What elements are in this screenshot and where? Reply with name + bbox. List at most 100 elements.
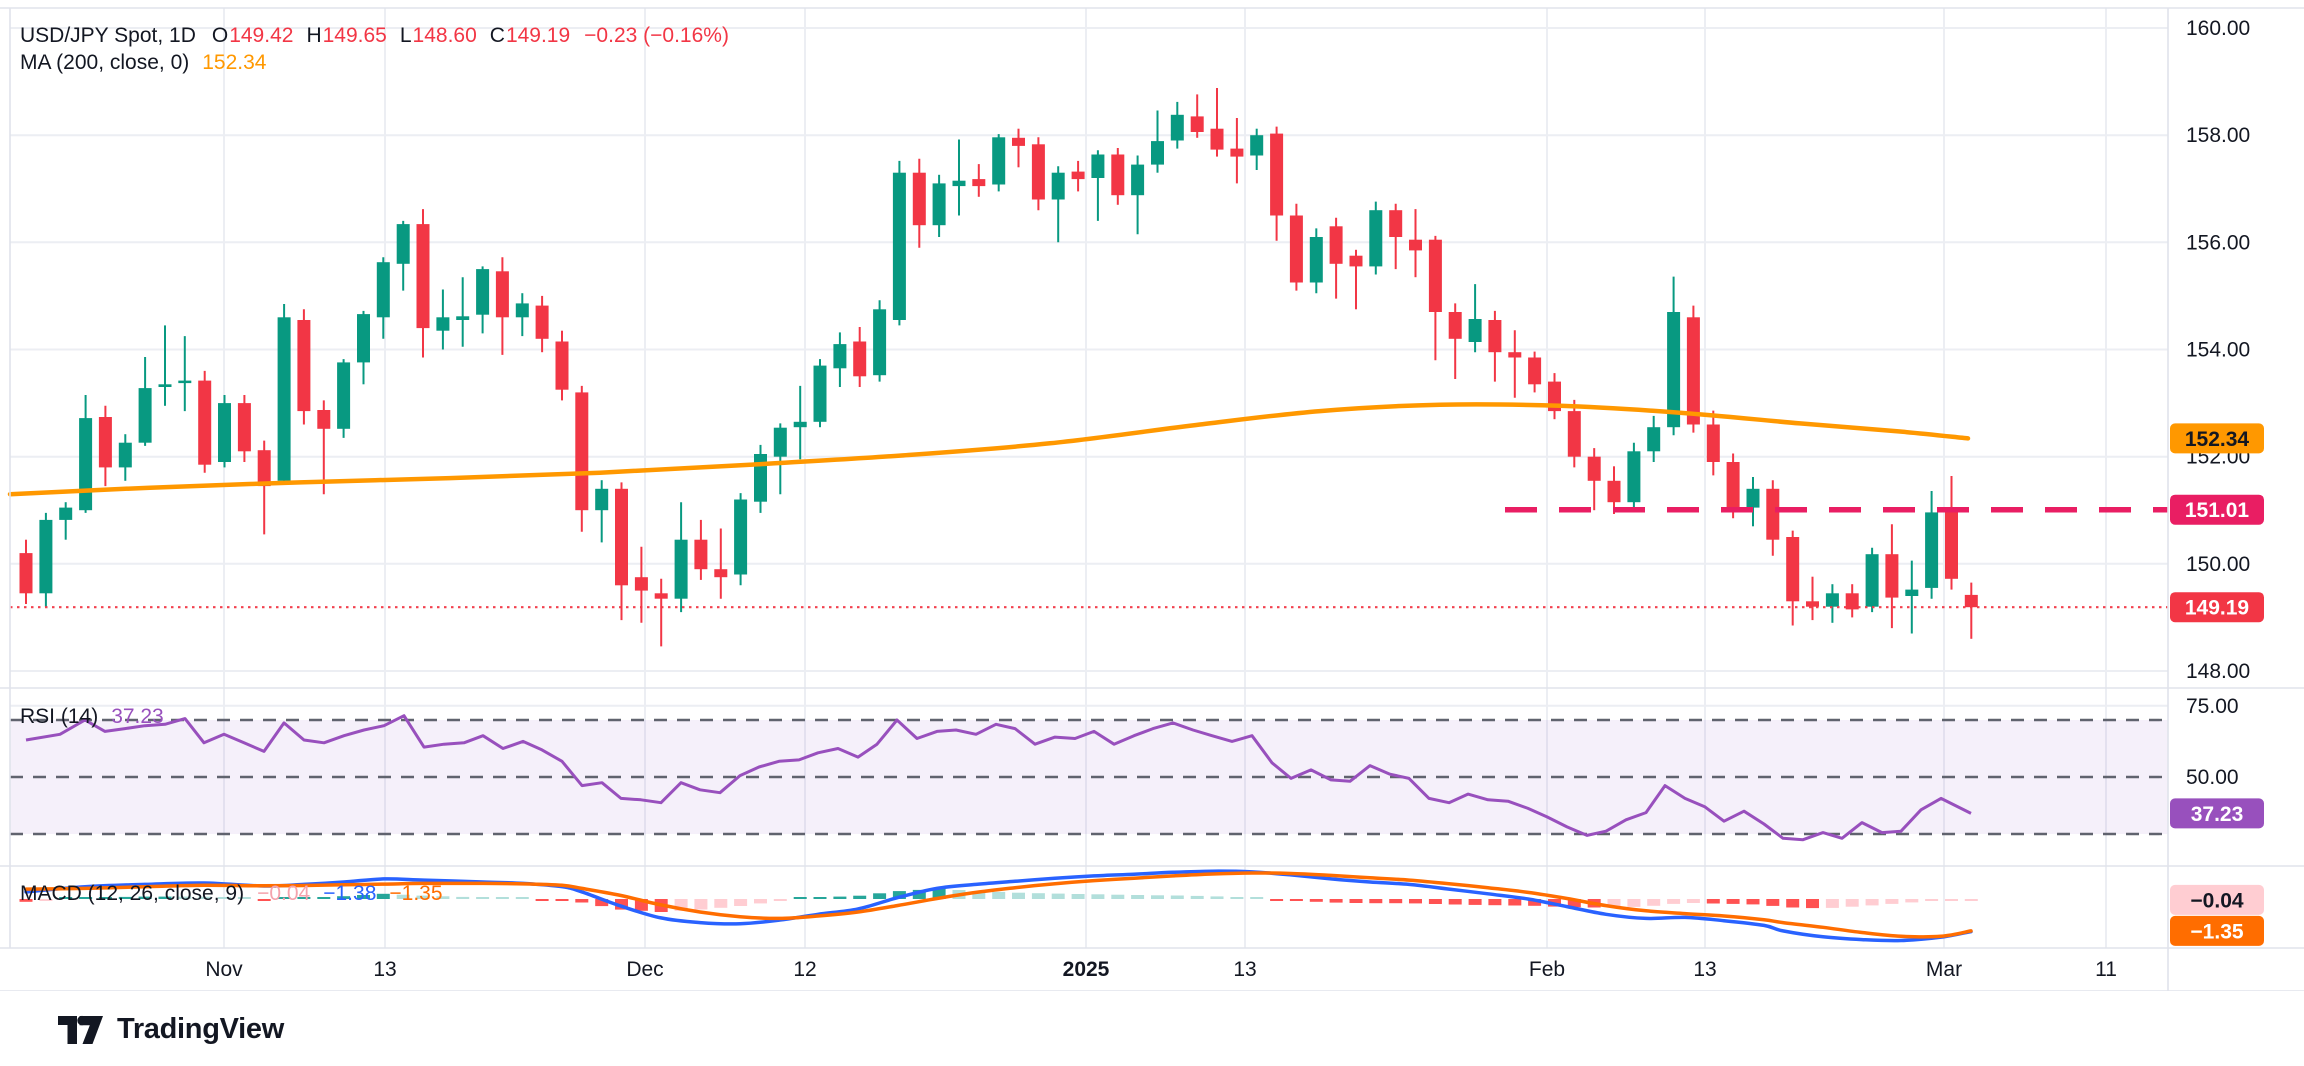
macd-hist-bar [615, 899, 628, 910]
candle-body [1945, 511, 1958, 579]
macd-hist-bar [59, 897, 73, 899]
macd-hist-bar [575, 899, 589, 903]
macd-hist-bar [1746, 899, 1760, 905]
rsi-pane [10, 718, 2168, 836]
macd-hist-bar [1845, 899, 1859, 907]
macd-hist-bar [1647, 899, 1661, 906]
time-tick-label: 13 [1693, 958, 1716, 981]
macd-hist-bar [1925, 899, 1939, 901]
macd-hist-bar [892, 891, 906, 899]
candle-body [1508, 352, 1522, 358]
rsi-tick-label: 75.00 [2186, 695, 2239, 718]
macd-hist-bar [734, 899, 748, 906]
candle-body [952, 180, 966, 187]
candle-body [495, 271, 509, 318]
price-tick-label: 154.00 [2186, 339, 2250, 362]
macd-hist-bar [1210, 896, 1224, 899]
macd-hist-bar [1607, 899, 1621, 908]
macd-line[interactable] [24, 869, 1973, 943]
candle-body [595, 488, 609, 511]
candle-body [1468, 319, 1482, 342]
candle-body [1151, 141, 1164, 165]
macd-hist-bar [1230, 897, 1244, 899]
pane-separators [0, 7, 2304, 991]
candle-body [932, 183, 946, 226]
candle-body [1825, 593, 1839, 607]
macd-hist-bar [1726, 899, 1740, 904]
candle-body [734, 499, 748, 575]
candle-body [813, 365, 827, 422]
macd-hist-bar [1905, 899, 1919, 903]
macd-hist-bar [873, 893, 887, 899]
macd-hist-bar [1686, 899, 1700, 903]
macd-hist-bar [535, 899, 549, 901]
tradingview-logo-link[interactable]: TradingView [58, 1013, 284, 1046]
macd-hist-bar [1170, 895, 1184, 899]
logo-strip: TradingView [0, 993, 2304, 1066]
macd-hist-bar [138, 896, 152, 899]
time-tick-label: Dec [626, 958, 663, 981]
candle-body [892, 172, 906, 320]
macd-hist-bar [754, 899, 767, 904]
ma200-line[interactable] [7, 402, 1971, 497]
candle-body [1270, 133, 1284, 216]
price-tick-label: 150.00 [2186, 553, 2250, 576]
candle-body [436, 317, 450, 331]
candle-body [853, 341, 867, 377]
macd-hist-bar [1964, 899, 1978, 901]
macd-hist-bar [1766, 899, 1780, 906]
candle-body [59, 507, 73, 520]
candle-body [1111, 154, 1125, 196]
price-tick-label: 160.00 [2186, 17, 2250, 40]
candle-body [992, 137, 1006, 185]
candle-body [416, 224, 430, 329]
candlestick-series[interactable] [19, 88, 1978, 647]
candle-body [1905, 589, 1919, 596]
candle-body [1051, 172, 1065, 200]
macd-hist-bar [595, 899, 609, 907]
candle-body [1607, 480, 1621, 503]
macd-hist-bar [376, 893, 390, 899]
macd-hist-bar [515, 897, 529, 899]
candle-body [833, 344, 847, 369]
chart-canvas[interactable]: 160.00158.00156.00154.00152.00150.00148.… [0, 0, 2304, 991]
axis-badge-label: −0.04 [2190, 889, 2243, 912]
macd-signal-line[interactable] [24, 871, 1973, 939]
price-tick-label: 156.00 [2186, 231, 2250, 254]
candle-body [515, 303, 529, 318]
candle-body [1964, 594, 1978, 608]
candle-body [396, 224, 410, 264]
rsi-line[interactable] [25, 714, 1972, 842]
candle-body [1409, 239, 1422, 251]
macd-hist-bar [277, 897, 291, 899]
macd-hist-bar [1528, 899, 1542, 906]
candle-body [555, 341, 569, 390]
symbol-title[interactable]: USD/JPY Spot, 1D [20, 24, 196, 47]
candle-body [19, 553, 33, 594]
candle-body [39, 519, 53, 594]
candle-body [218, 403, 231, 462]
axis-badge [2170, 494, 2264, 525]
time-axis[interactable] [0, 948, 2304, 991]
candle-body [1091, 154, 1105, 178]
macd-hist-bar [495, 897, 509, 899]
candle-body [118, 442, 132, 468]
macd-hist-bar [1309, 899, 1323, 902]
macd-hist-bar [992, 891, 1006, 899]
macd-hist-bar [1071, 894, 1085, 899]
candle-body [1329, 226, 1343, 264]
macd-hist-bar [198, 896, 212, 899]
chart-plot-area[interactable] [10, 8, 2168, 948]
candle-body [297, 320, 311, 412]
candle-body [1647, 427, 1661, 452]
candle-body [1170, 114, 1184, 141]
candle-body [158, 384, 172, 387]
candle-body [1567, 411, 1581, 457]
price-axis[interactable] [2168, 8, 2304, 948]
macd-hist-bar [1111, 894, 1125, 899]
candle-body [1865, 554, 1879, 607]
candle-body [1786, 537, 1800, 602]
candle-body [1726, 462, 1740, 508]
macd-hist-bar [1806, 899, 1819, 909]
macd-hist-bar [337, 896, 351, 899]
